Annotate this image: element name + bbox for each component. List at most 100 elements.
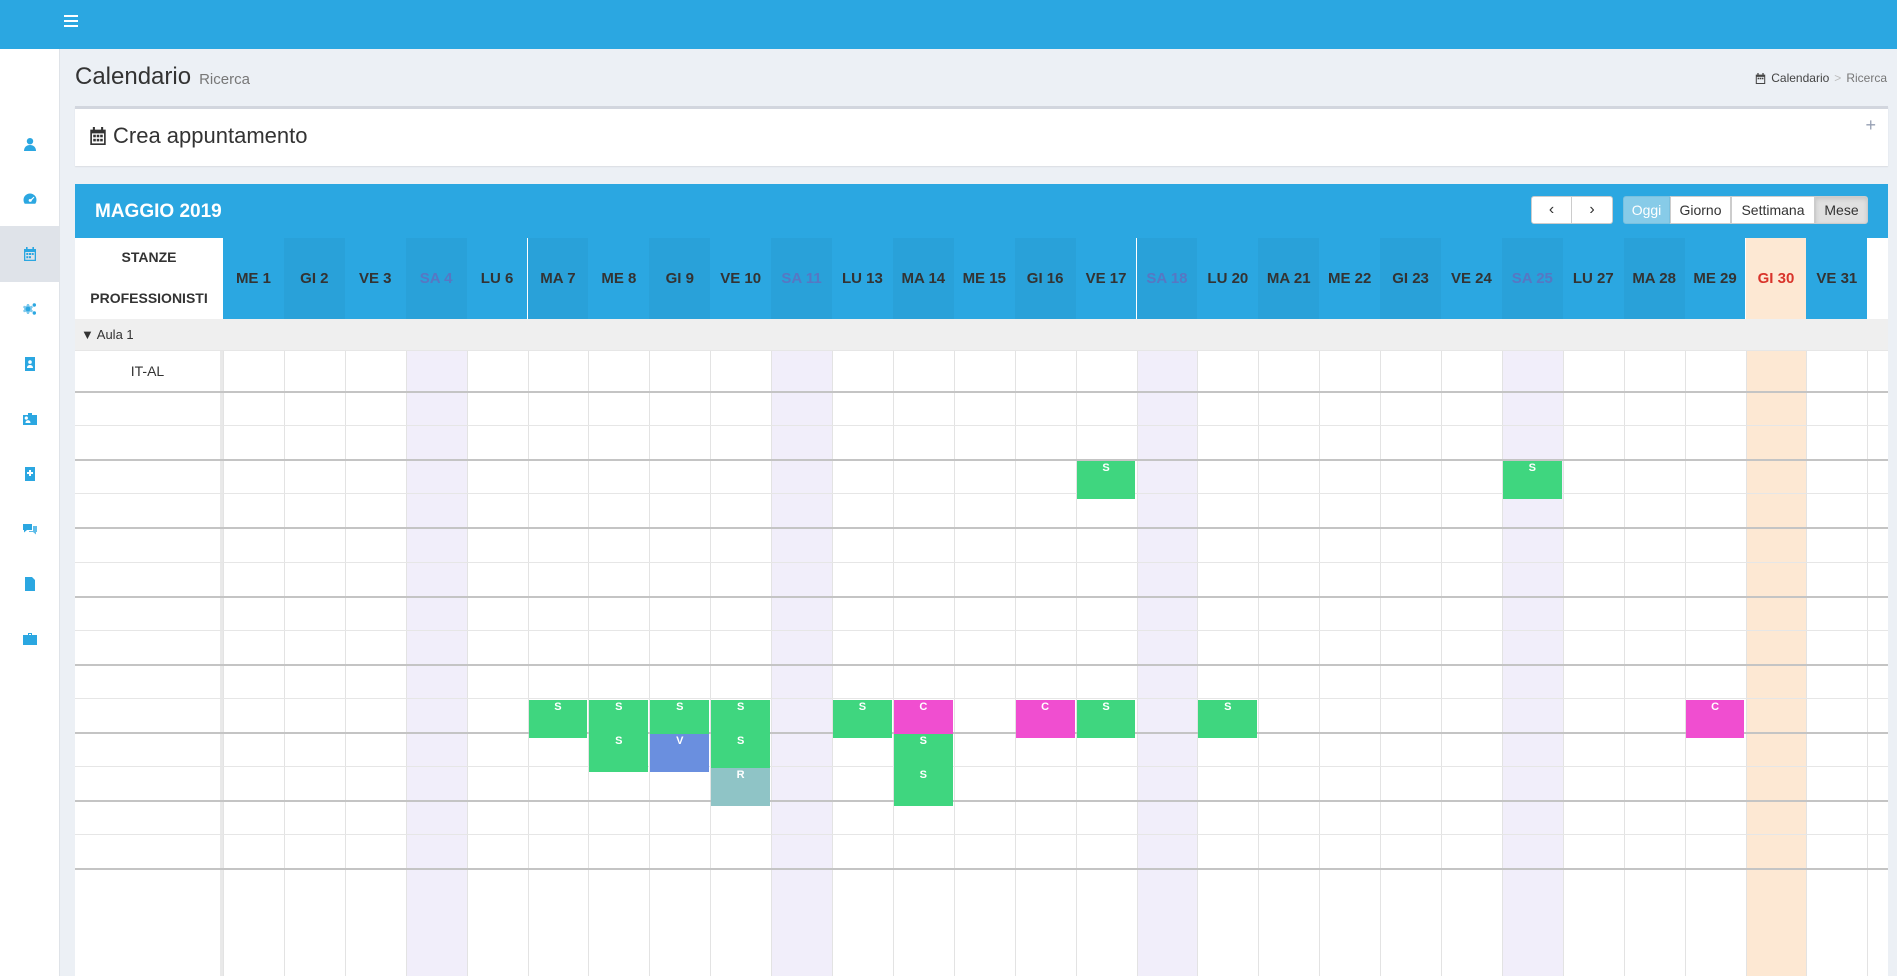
appointment-block[interactable]: S	[833, 699, 892, 738]
grid-column-line	[1684, 350, 1686, 976]
appointment-block[interactable]: S	[1198, 699, 1258, 738]
resource-row-label: IT-AL	[130, 362, 165, 379]
grid-column-line	[588, 350, 590, 976]
medical-book-icon	[24, 467, 35, 481]
calendar-nav-group: ‹ ›	[1531, 196, 1613, 224]
month-view-button[interactable]: Mese	[1815, 196, 1868, 224]
sidebar-item-invoice[interactable]	[0, 556, 59, 612]
id-badge-icon	[22, 413, 37, 425]
create-appointment-box: Crea appuntamento +	[75, 106, 1888, 166]
day-header: LU 20	[1197, 238, 1259, 319]
appointment-block[interactable]: C	[893, 699, 953, 738]
sidebar	[0, 49, 60, 976]
day-header: MA 28	[1623, 238, 1685, 319]
grid-column-line	[223, 350, 224, 976]
sidebar-item-dashboard[interactable]	[0, 171, 59, 227]
day-header: ME 1	[223, 238, 284, 319]
appointment-block[interactable]: S	[893, 734, 953, 772]
grid-row-line	[75, 800, 1888, 803]
calendar-timeline: MAGGIO 2019 ‹ › Oggi Giorno Settimana Me…	[75, 184, 1888, 976]
sidebar-item-medical[interactable]	[0, 446, 59, 502]
grid-column-line	[1197, 350, 1199, 976]
day-header-row: STANZE PROFESSIONISTI ME 1 GI 2 VE 3 SA 4 LU…	[75, 238, 1888, 319]
next-month-button[interactable]: ›	[1572, 196, 1613, 224]
day-header: LU 27	[1562, 238, 1624, 319]
appointment-block[interactable]: S	[528, 699, 588, 738]
day-header: LU 6	[466, 238, 528, 319]
briefcase-icon	[22, 633, 37, 645]
sidebar-item-calendar[interactable]	[0, 226, 59, 282]
day-header: SA 18	[1136, 238, 1198, 319]
prev-month-button[interactable]: ‹	[1531, 196, 1572, 224]
day-header: ME 22	[1319, 238, 1381, 319]
create-appointment-title: Crea appuntamento	[113, 123, 308, 148]
appointment-block[interactable]: S	[1502, 461, 1562, 500]
room-group-name: Aula 1	[96, 327, 134, 342]
cogs-icon	[22, 303, 36, 315]
top-navbar	[0, 0, 1897, 49]
grid-column-line	[1380, 350, 1382, 976]
appointment-block[interactable]: V	[650, 734, 710, 772]
day-header: ME 29	[1684, 238, 1746, 319]
grid-column-line	[1623, 350, 1625, 976]
sidebar-item-briefcase[interactable]	[0, 611, 59, 667]
day-header: GI 30	[1745, 238, 1807, 319]
appointment-block[interactable]: S	[650, 699, 710, 738]
grid-column-line	[466, 350, 468, 976]
grid-column-line	[1319, 350, 1321, 976]
grid-row-line	[75, 629, 1888, 631]
sidebar-item-contacts[interactable]	[0, 336, 59, 392]
breadcrumb-home-link[interactable]: Calendario	[1771, 71, 1830, 85]
sidebar-item-user[interactable]	[0, 116, 59, 172]
day-header: SA 25	[1501, 238, 1563, 319]
breadcrumb-current: Ricerca	[1846, 71, 1887, 85]
today-button[interactable]: Oggi	[1623, 196, 1670, 224]
day-view-button[interactable]: Giorno	[1670, 196, 1731, 224]
day-header: MA 21	[1258, 238, 1320, 319]
grid-column-line	[892, 350, 894, 976]
appointment-block[interactable]: S	[893, 768, 953, 807]
day-header: MA 14	[892, 238, 954, 319]
grid-column-line	[710, 350, 712, 976]
appointment-block[interactable]: S	[589, 699, 649, 738]
appointment-block[interactable]: S	[1076, 461, 1136, 500]
appointment-block[interactable]: S	[711, 699, 771, 738]
create-appointment-header[interactable]: Crea appuntamento	[89, 123, 307, 149]
expand-box-button[interactable]: +	[1865, 115, 1876, 135]
collapse-triangle-icon: ▼	[81, 327, 94, 342]
room-group-row[interactable]: ▼ Aula 1	[75, 319, 1888, 350]
user-icon	[23, 138, 36, 151]
grid-row-line	[75, 493, 1888, 495]
calendar-icon	[23, 247, 36, 261]
grid-column-line	[1258, 350, 1260, 976]
page-title: Calendario Ricerca	[75, 63, 250, 91]
sidebar-item-settings[interactable]	[0, 281, 59, 337]
sidebar-item-badge[interactable]	[0, 391, 59, 447]
grid-column-line	[1745, 350, 1747, 976]
rooms-professionals-header: STANZE PROFESSIONISTI	[75, 238, 223, 319]
grid-row-line	[75, 595, 1888, 598]
grid-row-line	[75, 663, 1888, 666]
grid-column-line	[832, 350, 833, 976]
week-view-button[interactable]: Settimana	[1731, 196, 1815, 224]
sidebar-item-chat[interactable]	[0, 501, 59, 557]
saturday-column	[771, 350, 832, 976]
appointment-block[interactable]: S	[589, 734, 649, 772]
grid-column-line	[953, 350, 955, 976]
appointment-block[interactable]: C	[1015, 699, 1075, 738]
appointment-block[interactable]: S	[711, 734, 771, 772]
grid-row-line	[75, 868, 1888, 871]
appointment-block[interactable]: R	[711, 768, 771, 807]
appointment-block[interactable]: S	[1076, 699, 1136, 738]
grid-column-line	[1806, 350, 1808, 976]
grid-column-line	[649, 350, 651, 976]
grid-column-line	[1014, 350, 1016, 976]
invoice-icon	[24, 577, 35, 591]
grid-row-line	[75, 391, 1888, 393]
appointment-block[interactable]: C	[1685, 699, 1745, 738]
grid-row-line	[75, 350, 1888, 351]
day-header: VE 3	[344, 238, 406, 319]
hamburger-icon[interactable]	[64, 15, 78, 30]
calendar-icon	[1756, 72, 1766, 84]
grid-column-line	[1562, 350, 1564, 976]
